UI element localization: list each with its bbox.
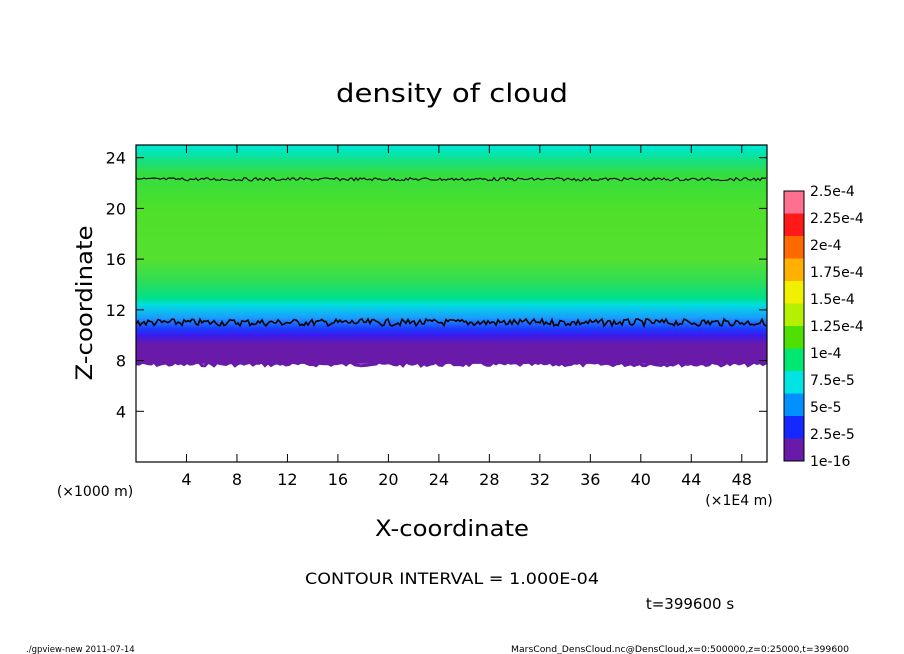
y-tick-label: 16 [106, 250, 126, 269]
time-label: t=399600 s [646, 595, 734, 613]
chart-title: density of cloud [336, 79, 568, 109]
colorbar-label: 1.25e-4 [810, 319, 864, 335]
colorbar-label: 7.5e-5 [810, 373, 855, 389]
cloud-base-edge [136, 360, 767, 368]
y-unit-label: (×1000 m) [57, 484, 133, 500]
y-tick-label: 4 [116, 402, 126, 421]
colorbar-swatch [784, 371, 804, 394]
plot-area [135, 144, 768, 463]
x-unit-label: (×1E4 m) [705, 493, 772, 509]
contour-interval-text: CONTOUR INTERVAL = 1.000E-04 [305, 569, 599, 588]
x-tick-label: 48 [732, 470, 752, 489]
colorbar-label: 5e-5 [810, 400, 841, 416]
x-tick-label: 12 [277, 470, 297, 489]
colorbar [783, 190, 805, 462]
colorbar-label: 1.5e-4 [810, 292, 855, 308]
y-tick-label: 24 [106, 149, 126, 168]
colorbar-swatch [784, 281, 804, 304]
x-axis-ticks: 4 8 12 16 20 24 28 32 36 40 44 48 [181, 145, 752, 489]
x-tick-label: 36 [580, 470, 600, 489]
colorbar-swatch [784, 303, 804, 327]
cloud-density-field [136, 145, 767, 364]
x-tick-label: 20 [378, 470, 398, 489]
x-tick-label: 28 [479, 470, 499, 489]
x-tick-label: 8 [232, 470, 242, 489]
colorbar-labels: 2.5e-4 2.25e-4 2e-4 1.75e-4 1.5e-4 1.25e-4 1e-… [810, 184, 864, 470]
x-tick-label: 24 [429, 470, 449, 489]
colorbar-swatch [784, 348, 804, 372]
contour-line [136, 176, 767, 182]
colorbar-label: 2.25e-4 [810, 211, 864, 227]
colorbar-label: 2.5e-5 [810, 427, 855, 443]
x-tick-label: 16 [328, 470, 348, 489]
x-tick-label: 44 [681, 470, 701, 489]
colorbar-swatch [784, 438, 804, 462]
colorbar-label: 1e-16 [810, 454, 850, 470]
colorbar-label: 2.5e-4 [810, 184, 855, 200]
colorbar-swatch [784, 393, 804, 417]
footer-left: ./gpview-new 2011-07-14 [26, 645, 135, 654]
y-tick-label: 8 [116, 352, 126, 371]
colorbar-label: 1e-4 [810, 346, 842, 362]
colorbar-swatch [784, 326, 804, 349]
colorbar-swatch [784, 236, 804, 259]
colorbar-swatch [784, 416, 804, 439]
colorbar-swatch [784, 213, 804, 237]
y-axis-ticks: 4 8 12 16 20 24 [106, 149, 767, 421]
x-tick-label: 40 [631, 470, 651, 489]
y-tick-label: 12 [106, 301, 126, 320]
colorbar-label: 2e-4 [810, 238, 842, 254]
x-tick-label: 32 [530, 470, 550, 489]
y-tick-label: 20 [106, 199, 126, 218]
x-axis-label: X-coordinate [375, 517, 529, 542]
footer-right: MarsCond_DensCloud.nc@DensCloud,x=0:5000… [511, 645, 849, 654]
y-axis-label: Z-coordinate [73, 226, 98, 381]
colorbar-label: 1.75e-4 [810, 265, 864, 281]
contour-line [136, 317, 767, 329]
colorbar-swatch [784, 191, 804, 214]
colorbar-swatch [784, 258, 804, 282]
colorbar-frame [783, 190, 805, 462]
x-tick-label: 4 [181, 470, 191, 489]
contour-lines [136, 176, 767, 329]
